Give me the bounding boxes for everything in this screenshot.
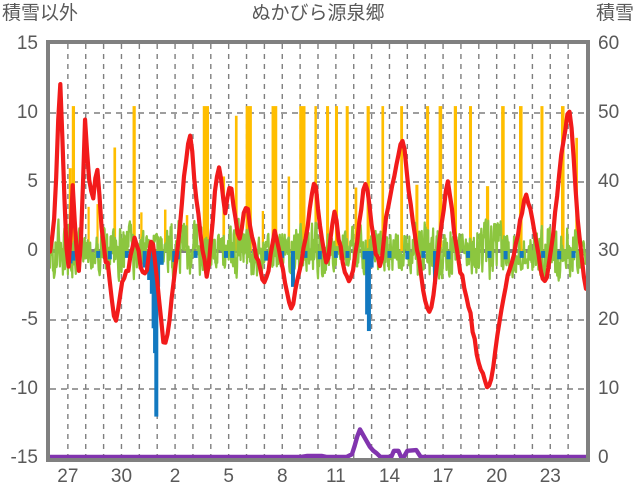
- y-tick-right-20: 20: [598, 309, 620, 330]
- y-tick-left-0: 0: [27, 240, 38, 261]
- x-tick-27: 27: [57, 466, 79, 487]
- y-tick-left-15: 15: [16, 33, 38, 54]
- x-tick-17: 17: [432, 466, 454, 487]
- x-tick-2: 2: [169, 466, 181, 487]
- x-tick-5: 5: [223, 466, 234, 487]
- y-tick-right-0: 0: [598, 447, 609, 468]
- temperature-line: [50, 82, 586, 390]
- y-tick-right-50: 50: [598, 102, 620, 123]
- y-tick-right-40: 40: [598, 171, 620, 192]
- chart-title: ぬかびら源泉郷: [251, 3, 385, 24]
- right-axis-title: 積雪: [595, 3, 634, 24]
- y-tick-left--5: -5: [21, 309, 38, 330]
- y-tick-left--15: -15: [10, 447, 38, 468]
- x-tick-11: 11: [325, 466, 346, 487]
- plot-area: [46, 40, 590, 462]
- y-tick-right-10: 10: [598, 378, 620, 399]
- y-tick-right-30: 30: [598, 240, 620, 261]
- x-tick-14: 14: [378, 466, 401, 487]
- x-tick-20: 20: [486, 466, 508, 487]
- x-tick-8: 8: [276, 466, 288, 487]
- x-tick-30: 30: [110, 466, 133, 487]
- snow-depth-line: [50, 427, 586, 458]
- y-tick-left-10: 10: [16, 102, 38, 123]
- left-axis-title: 積雪以外: [2, 3, 79, 24]
- x-tick-23: 23: [539, 466, 561, 487]
- y-tick-left--10: -10: [10, 378, 38, 399]
- y-tick-left-5: 5: [27, 171, 38, 192]
- data-layer: [50, 82, 586, 458]
- y-tick-right-60: 60: [598, 33, 620, 54]
